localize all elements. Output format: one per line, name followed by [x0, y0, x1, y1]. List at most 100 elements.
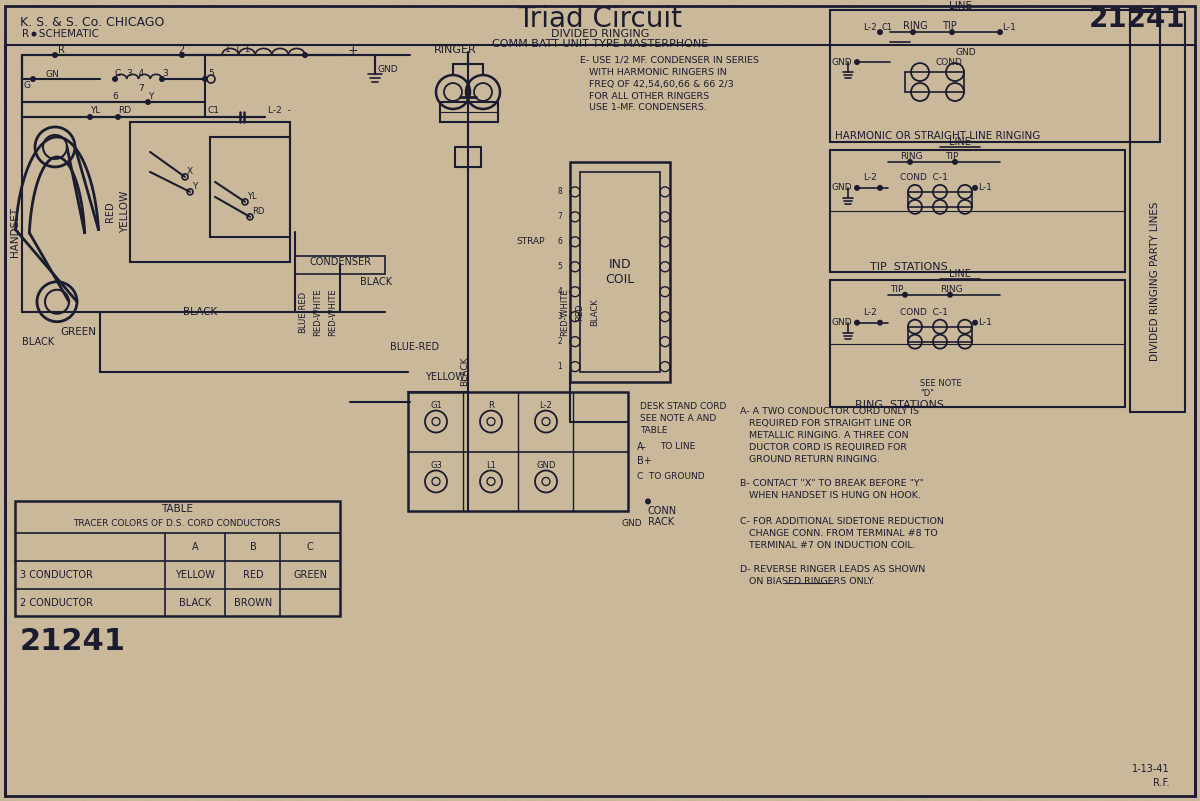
Text: RED-WHITE: RED-WHITE: [560, 288, 570, 336]
Text: "D": "D": [920, 389, 934, 398]
Text: RED: RED: [106, 202, 115, 222]
Circle shape: [907, 159, 913, 165]
Circle shape: [952, 159, 958, 165]
Text: 1-13-41: 1-13-41: [1133, 764, 1170, 774]
Text: L-2  -: L-2 -: [268, 107, 290, 115]
Text: C- FOR ADDITIONAL SIDETONE REDUCTION: C- FOR ADDITIONAL SIDETONE REDUCTION: [740, 517, 944, 526]
Text: Y: Y: [192, 183, 197, 191]
Text: 21241: 21241: [1088, 5, 1186, 33]
Text: BLACK: BLACK: [179, 598, 211, 608]
Text: TIP: TIP: [946, 152, 959, 162]
Text: RD: RD: [252, 207, 264, 216]
Text: BLUE-RED: BLUE-RED: [299, 291, 307, 332]
Text: X: X: [187, 167, 193, 176]
Text: RD: RD: [118, 107, 131, 115]
Text: TERMINAL #7 ON INDUCTION COIL.: TERMINAL #7 ON INDUCTION COIL.: [740, 541, 916, 549]
Text: HANDSET: HANDSET: [10, 207, 20, 257]
Text: GND: GND: [536, 461, 556, 470]
Circle shape: [877, 320, 883, 326]
Bar: [1130, 12, 1186, 412]
Text: COND  C-1: COND C-1: [900, 308, 948, 317]
Circle shape: [52, 52, 58, 58]
Text: GREEN: GREEN: [293, 570, 326, 580]
Text: TIP: TIP: [890, 285, 904, 294]
Text: RING  STATIONS: RING STATIONS: [854, 400, 944, 409]
Text: RING: RING: [904, 21, 928, 31]
Text: 3 CONDUCTOR: 3 CONDUCTOR: [20, 570, 92, 580]
Circle shape: [112, 76, 118, 82]
Text: TABLE: TABLE: [161, 505, 193, 514]
Text: D- REVERSE RINGER LEADS AS SHOWN: D- REVERSE RINGER LEADS AS SHOWN: [740, 565, 925, 574]
Text: DESK STAND CORD: DESK STAND CORD: [640, 402, 726, 411]
Text: REQUIRED FOR STRAIGHT LINE OR: REQUIRED FOR STRAIGHT LINE OR: [740, 419, 912, 428]
Text: G1: G1: [430, 401, 442, 410]
Circle shape: [30, 76, 36, 82]
Text: ON BIASED RINGERS ONLY.: ON BIASED RINGERS ONLY.: [740, 577, 875, 586]
Text: DUCTOR CORD IS REQUIRED FOR: DUCTOR CORD IS REQUIRED FOR: [740, 443, 907, 452]
Text: R   SCHEMATIC: R SCHEMATIC: [22, 29, 98, 39]
Bar: [580, 172, 660, 372]
Text: WITH HARMONIC RINGERS IN: WITH HARMONIC RINGERS IN: [580, 67, 727, 77]
Text: RED-WHITE: RED-WHITE: [329, 288, 337, 336]
Text: BLACK: BLACK: [461, 357, 469, 386]
Text: SEE NOTE: SEE NOTE: [920, 379, 961, 388]
Circle shape: [947, 292, 953, 298]
Text: COND: COND: [935, 58, 962, 66]
Text: G3: G3: [430, 461, 442, 470]
Text: Y: Y: [148, 91, 154, 100]
Text: R: R: [58, 45, 65, 55]
Text: COMM BATT UNIT TYPE MASTERPHONE: COMM BATT UNIT TYPE MASTERPHONE: [492, 39, 708, 49]
Text: BROWN: BROWN: [234, 598, 272, 608]
Circle shape: [646, 498, 650, 505]
Text: DIVIDED RINGING PARTY LINES: DIVIDED RINGING PARTY LINES: [1150, 202, 1160, 361]
Bar: [130, 122, 290, 262]
Circle shape: [158, 76, 166, 82]
Text: BLACK: BLACK: [22, 336, 54, 347]
Text: GND: GND: [622, 519, 643, 528]
Text: C: C: [307, 542, 313, 553]
Text: C1: C1: [208, 107, 220, 115]
Text: GND: GND: [832, 183, 853, 192]
Text: 3: 3: [162, 69, 168, 78]
Text: GND: GND: [832, 318, 853, 327]
Circle shape: [854, 185, 860, 191]
Text: YELLOW: YELLOW: [175, 570, 215, 580]
Text: GREEN: GREEN: [60, 327, 96, 336]
Text: LINE: LINE: [948, 1, 972, 11]
Text: 1: 1: [557, 362, 562, 371]
Text: METALLIC RINGING. A THREE CON: METALLIC RINGING. A THREE CON: [740, 431, 908, 440]
Text: L-2: L-2: [863, 22, 877, 31]
Text: BLACK: BLACK: [182, 307, 217, 316]
Text: L-2: L-2: [863, 173, 877, 183]
Circle shape: [202, 76, 208, 82]
Text: B: B: [250, 542, 257, 553]
Text: RINGER: RINGER: [433, 45, 476, 55]
Bar: [570, 162, 670, 381]
Text: 1  L-1: 1 L-1: [226, 45, 251, 54]
Text: IND
COIL: IND COIL: [605, 258, 635, 286]
Circle shape: [902, 292, 908, 298]
Bar: [14, 501, 340, 616]
Text: RING: RING: [900, 152, 923, 162]
Text: TIP  STATIONS: TIP STATIONS: [870, 262, 948, 272]
Text: 2: 2: [178, 45, 185, 55]
Text: A: A: [192, 542, 198, 553]
Text: YELLOW: YELLOW: [120, 191, 130, 233]
Text: C  3  4: C 3 4: [115, 69, 144, 78]
Text: CONDENSER: CONDENSER: [310, 257, 371, 267]
Text: FOR ALL OTHER RINGERS: FOR ALL OTHER RINGERS: [580, 91, 709, 100]
Text: HARMONIC OR STRAIGHT LINE RINGING: HARMONIC OR STRAIGHT LINE RINGING: [835, 131, 1040, 141]
Text: G: G: [24, 81, 31, 90]
Text: RED: RED: [242, 570, 263, 580]
Text: L1: L1: [486, 461, 496, 470]
Text: 6: 6: [112, 91, 118, 100]
Text: RED-WHITE: RED-WHITE: [313, 288, 323, 336]
Text: L-2: L-2: [540, 401, 552, 410]
Text: 2: 2: [557, 337, 562, 346]
Text: WHEN HANDSET IS HUNG ON HOOK.: WHEN HANDSET IS HUNG ON HOOK.: [740, 491, 920, 500]
Text: GND: GND: [378, 65, 398, 74]
Text: R: R: [488, 401, 494, 410]
Text: GND: GND: [832, 58, 853, 66]
Text: L-1: L-1: [978, 183, 992, 192]
Bar: [830, 10, 1160, 142]
